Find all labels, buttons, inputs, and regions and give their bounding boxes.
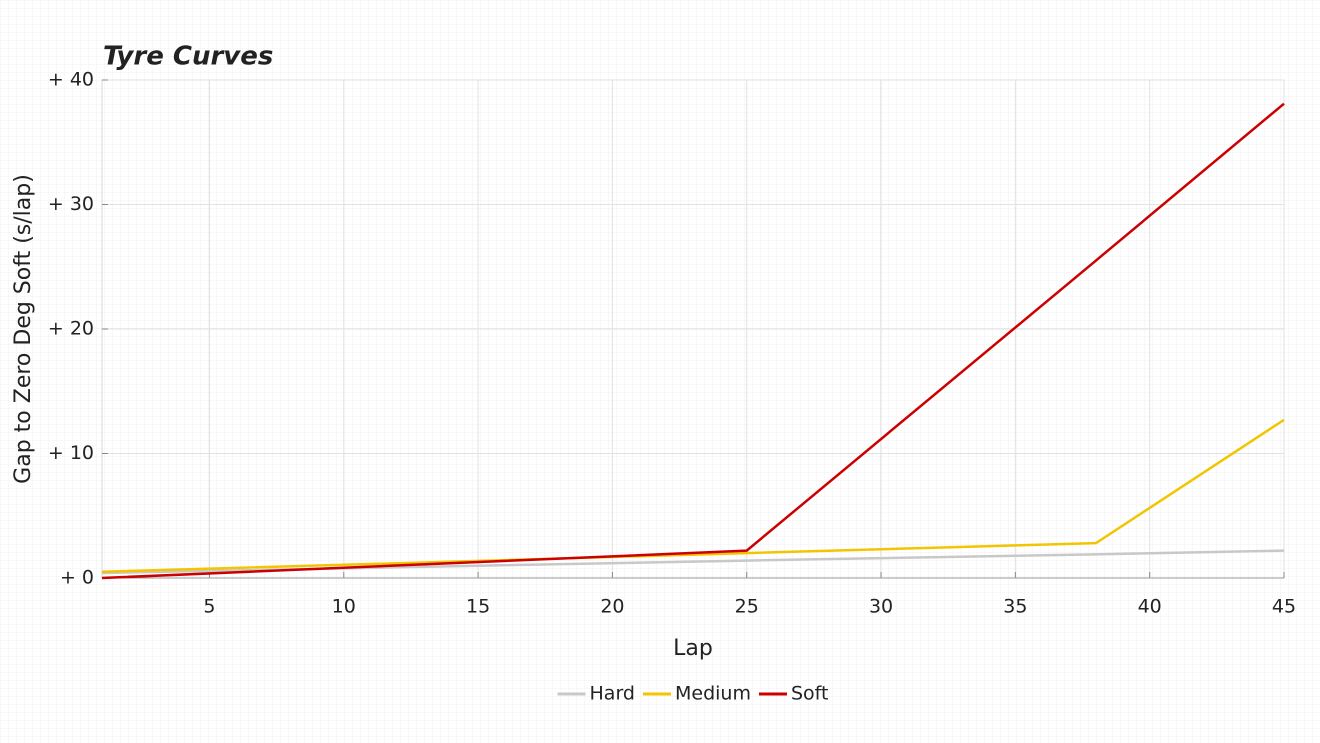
y-axis-label: Gap to Zero Deg Soft (s/lap): [11, 174, 36, 484]
x-tick-label: 10: [332, 596, 356, 618]
y-tick-label: + 40: [48, 69, 94, 91]
series-line: [101, 102, 1285, 580]
legend-label: Hard: [590, 683, 635, 705]
y-tick-label: + 30: [48, 193, 94, 215]
x-axis-label: Lap: [673, 636, 713, 661]
legend: Hard Medium Soft: [557, 683, 829, 705]
x-tick-label: 45: [1272, 596, 1296, 618]
series-line: [101, 418, 1285, 574]
x-tick-label: 35: [1003, 596, 1027, 618]
x-tick-label: 40: [1138, 596, 1162, 618]
legend-label: Medium: [675, 683, 751, 705]
y-tick-label: + 20: [48, 318, 94, 340]
x-tick-label: 25: [735, 596, 759, 618]
legend-label: Soft: [791, 683, 829, 705]
x-tick-label: 20: [600, 596, 624, 618]
chart-title: Tyre Curves: [103, 42, 273, 72]
x-tick-label: 5: [203, 596, 215, 618]
x-tick-label: 30: [869, 596, 893, 618]
series-line: [101, 549, 1285, 575]
x-tick-label: 15: [466, 596, 490, 618]
y-tick-label: + 10: [48, 442, 94, 464]
y-tick-label: + 0: [60, 567, 94, 589]
